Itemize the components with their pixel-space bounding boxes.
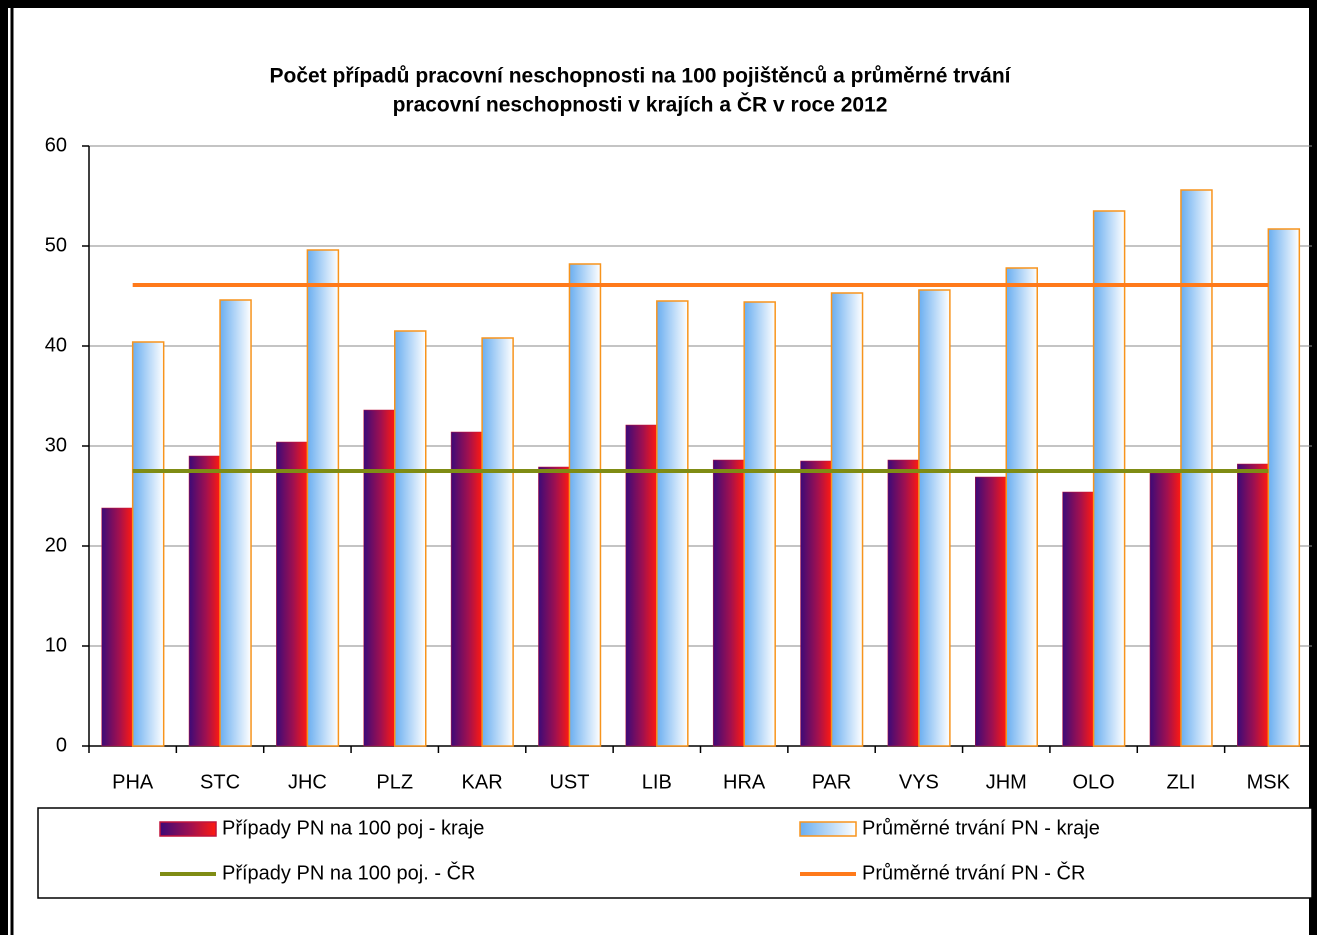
x-tick-label: HRA — [723, 771, 766, 793]
x-tick-label: PHA — [112, 771, 154, 793]
y-tick-label: 10 — [45, 634, 67, 656]
bar — [306, 249, 340, 747]
bar — [800, 460, 832, 747]
x-tick-label: MSK — [1247, 771, 1291, 793]
x-tick-label: PAR — [812, 771, 852, 793]
x-tick-label: JHM — [986, 771, 1027, 793]
x-tick-label: LIB — [642, 771, 672, 793]
bar — [625, 424, 658, 747]
x-tick-label: PLZ — [376, 771, 413, 793]
bar — [1180, 189, 1213, 747]
x-tick-label: JHC — [288, 771, 327, 793]
x-tick-label: OLO — [1072, 771, 1114, 793]
bar — [1005, 267, 1038, 747]
bar — [276, 441, 308, 747]
bar — [887, 459, 920, 747]
bar — [743, 301, 776, 747]
x-tick-label: ZLI — [1167, 771, 1196, 793]
x-tick-label: VYS — [899, 771, 939, 793]
bar — [975, 476, 1007, 747]
x-tick-label: UST — [549, 771, 589, 793]
bar — [394, 330, 427, 747]
y-tick-label: 30 — [45, 434, 67, 456]
legend-swatch — [159, 821, 217, 837]
bar — [918, 289, 951, 747]
bar — [363, 409, 395, 747]
y-tick-label: 60 — [45, 134, 67, 156]
y-tick-label: 0 — [56, 734, 67, 756]
legend — [37, 807, 1313, 899]
legend-label: Případy PN na 100 poj. - ČR — [222, 861, 475, 884]
bar — [1237, 463, 1269, 747]
bar — [712, 459, 745, 747]
bar — [481, 337, 514, 747]
x-tick-label: STC — [200, 771, 240, 793]
bar — [538, 466, 570, 747]
bar — [1092, 210, 1126, 747]
bar — [568, 263, 602, 747]
legend-label: Průměrné trvání PN - ČR — [862, 861, 1085, 884]
x-tick-label: KAR — [462, 771, 503, 793]
bar — [188, 455, 221, 747]
y-tick-label: 50 — [45, 234, 67, 256]
y-tick-label: 40 — [45, 334, 67, 356]
legend-label: Případy PN na 100 poj - kraje — [222, 817, 484, 839]
bar — [1149, 472, 1182, 747]
y-tick-label: 20 — [45, 534, 67, 556]
chart-title: Počet případů pracovní neschopnosti na 1… — [269, 65, 1011, 88]
bar — [219, 299, 252, 747]
chart-title: pracovní neschopnosti v krajích a ČR v r… — [393, 93, 888, 117]
legend-swatch — [799, 821, 857, 837]
bar — [131, 341, 165, 747]
bar — [830, 292, 864, 747]
bar — [101, 507, 133, 747]
bar — [450, 431, 483, 747]
bar — [1062, 491, 1094, 747]
bar — [1267, 228, 1301, 747]
bar — [656, 300, 689, 747]
legend-label: Průměrné trvání PN - kraje — [862, 817, 1100, 839]
